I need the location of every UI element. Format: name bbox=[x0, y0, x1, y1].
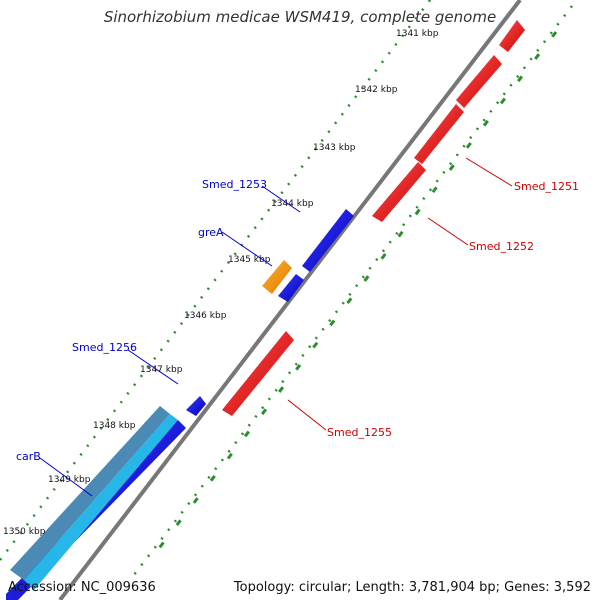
gene-arrow-grea[interactable] bbox=[262, 260, 292, 294]
kbp-label-1343: 1343 kbp bbox=[313, 143, 356, 153]
map-title: Sinorhizobium medicae WSM419, complete g… bbox=[103, 8, 497, 26]
gene-label-smed-1256[interactable]: Smed_1256 bbox=[72, 341, 137, 354]
outer-forward-tick-track bbox=[129, 5, 573, 581]
accession-text: Accession: NC_009636 bbox=[8, 580, 156, 595]
gene-arrow-smed-1253[interactable] bbox=[302, 209, 354, 272]
gene-arrow-smed-1255[interactable] bbox=[222, 331, 294, 416]
gene-arrow-smed-1254[interactable] bbox=[278, 274, 304, 302]
gene-arrow-smed-1252[interactable] bbox=[372, 162, 426, 222]
topology-text: Topology: circular; Length: 3,781,904 bp… bbox=[233, 580, 591, 595]
inner-forward-tick-track bbox=[148, 31, 558, 561]
gene-label-smed-1252[interactable]: Smed_1252 bbox=[469, 240, 534, 253]
gene-label-smed-1255[interactable]: Smed_1255 bbox=[327, 426, 392, 439]
kbp-label-1345: 1345 kbp bbox=[228, 255, 271, 265]
kbp-label-1341: 1341 kbp bbox=[396, 29, 439, 39]
map-footer: Accession: NC_009636 Topology: circular;… bbox=[0, 578, 600, 600]
kbp-label-1348: 1348 kbp bbox=[93, 421, 136, 431]
gene-arrow-smed-1256[interactable] bbox=[186, 396, 206, 416]
gene-label-grea[interactable]: greA bbox=[198, 226, 224, 239]
kbp-label-1350: 1350 kbp bbox=[3, 527, 46, 537]
gene-arrow-carb-steel[interactable] bbox=[10, 406, 170, 580]
gene-arrow-smed-1251b[interactable] bbox=[414, 104, 464, 164]
gene-label-carb[interactable]: carB bbox=[16, 450, 41, 463]
gene-arrow-smed-1251a[interactable] bbox=[456, 55, 502, 108]
genome-backbone bbox=[58, 0, 522, 600]
gene-label-smed-1253[interactable]: Smed_1253 bbox=[202, 178, 267, 191]
kbp-label-1342: 1342 kbp bbox=[355, 85, 398, 95]
kbp-label-1347: 1347 kbp bbox=[140, 365, 183, 375]
outer-reverse-tick-track bbox=[0, 0, 431, 561]
gene-arrow-smed-1250[interactable] bbox=[499, 20, 525, 52]
kbp-label-1346: 1346 kbp bbox=[184, 311, 227, 321]
gene-label-leaders bbox=[39, 157, 513, 497]
gene-label-smed-1251[interactable]: Smed_1251 bbox=[514, 180, 579, 193]
kbp-label-1344: 1344 kbp bbox=[271, 199, 314, 209]
gene-arrow-carb-cyan[interactable] bbox=[24, 414, 178, 590]
